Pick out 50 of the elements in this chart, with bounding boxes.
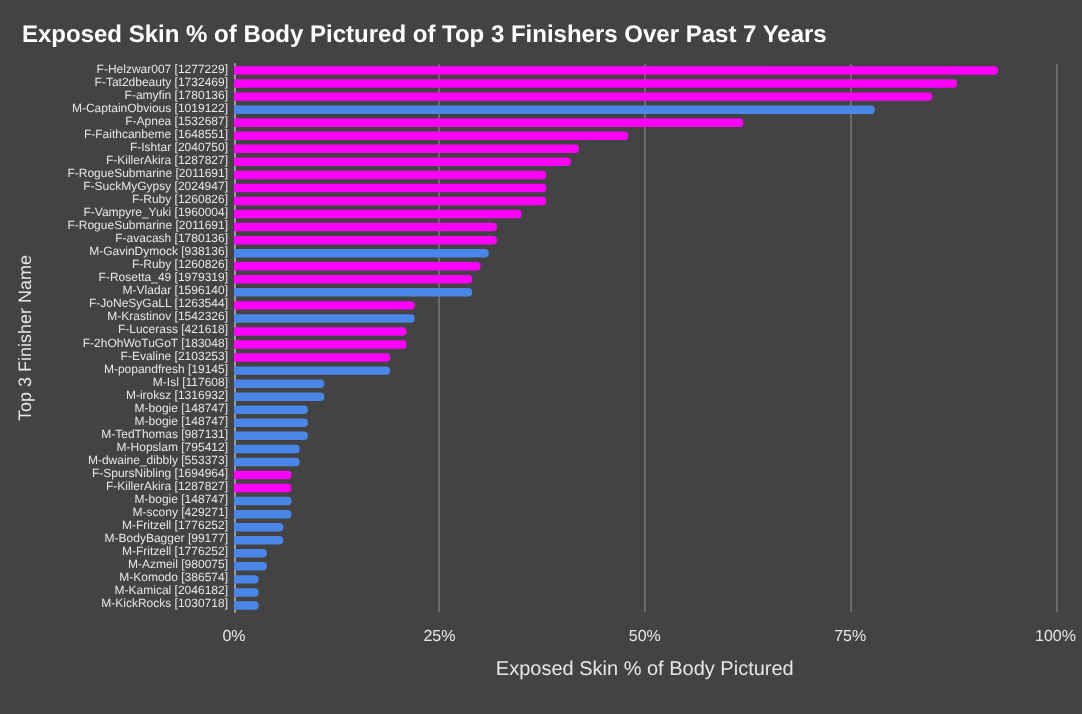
bar [234, 340, 407, 349]
bar [234, 157, 571, 167]
bar [234, 392, 325, 401]
bar [234, 79, 957, 88]
bar [234, 105, 875, 114]
bar [234, 444, 300, 454]
x-tick-label: 50% [628, 627, 661, 645]
bar [234, 588, 259, 597]
chart-title: Exposed Skin % of Body Pictured of Top 3 Finishers Over Past 7 Years [22, 20, 828, 48]
bar [234, 431, 308, 441]
bar [234, 275, 473, 284]
bar [234, 549, 267, 558]
x-axis-title: Exposed Skin % of Body Pictured [495, 659, 794, 681]
bar [234, 131, 629, 140]
bar [234, 522, 284, 532]
bar [234, 183, 547, 193]
x-tick-label: 75% [834, 627, 867, 645]
bar [234, 66, 999, 75]
bar [234, 509, 292, 519]
bar [234, 562, 267, 571]
bar [234, 457, 300, 467]
bar [234, 196, 547, 206]
bar [234, 170, 547, 180]
bar [234, 327, 407, 336]
bar [234, 222, 497, 232]
x-tick-label: 25% [423, 627, 456, 645]
bar [234, 235, 497, 245]
bar [234, 601, 259, 610]
bar [234, 262, 481, 271]
x-tick-label: 0% [222, 627, 246, 645]
bar [234, 405, 308, 414]
bar [234, 118, 744, 127]
bar [234, 470, 292, 480]
bar [234, 314, 415, 323]
bar [234, 379, 325, 388]
bar [234, 301, 415, 310]
bar [234, 288, 473, 297]
bar [234, 209, 522, 219]
bar [234, 353, 391, 362]
bar [234, 248, 489, 258]
x-tick-label: 100% [1035, 627, 1077, 645]
bar [234, 144, 580, 154]
bar [234, 92, 933, 101]
bar [234, 483, 292, 493]
bar [234, 536, 284, 545]
bar [234, 575, 259, 584]
bar [234, 496, 292, 506]
bar [234, 418, 308, 428]
y-axis-title: Top 3 Finisher Name [15, 254, 35, 422]
bar [234, 366, 391, 375]
